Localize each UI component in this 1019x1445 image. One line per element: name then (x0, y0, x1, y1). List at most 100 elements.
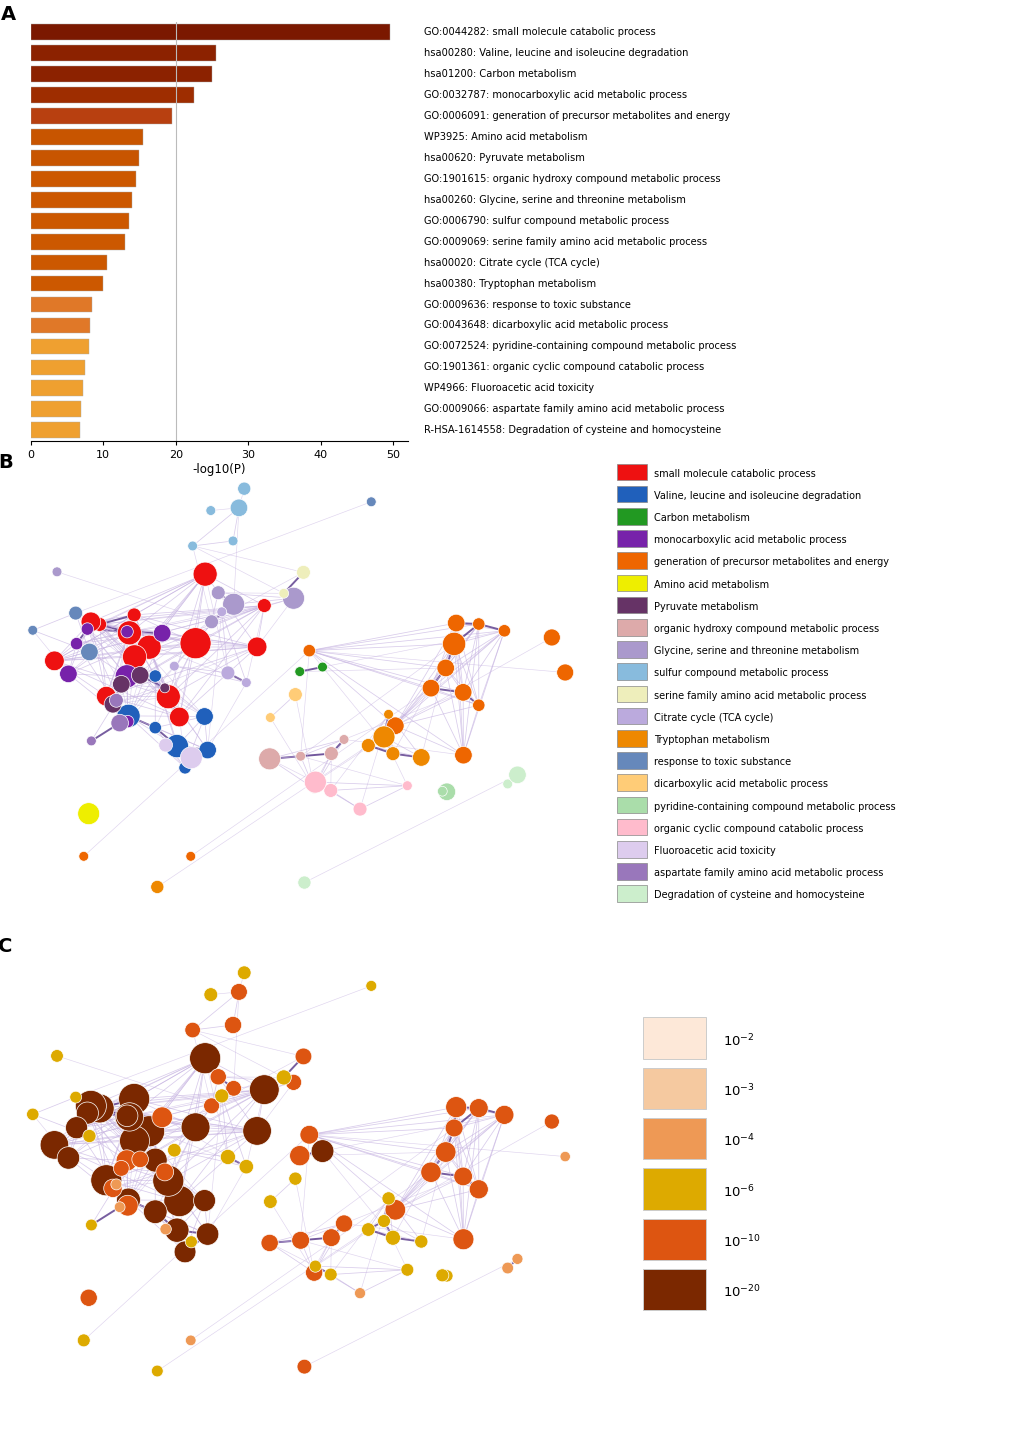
Text: hsa00380: Tryptophan metabolism: hsa00380: Tryptophan metabolism (424, 279, 595, 289)
Text: GO:0006790: sulfur compound metabolic process: GO:0006790: sulfur compound metabolic pr… (424, 215, 668, 225)
Point (49, 1045, 65, 1068)
Text: GO:0006091: generation of precursor metabolites and energy: GO:0006091: generation of precursor meta… (424, 111, 730, 121)
Point (118, 665, 135, 688)
Bar (616, 530, 646, 546)
Point (83, 1094, 99, 1117)
Point (323, 741, 339, 764)
Point (413, 746, 429, 769)
Point (413, 1230, 429, 1253)
Point (67, 601, 84, 624)
Point (81, 1286, 97, 1309)
Point (384, 1227, 400, 1250)
Point (249, 1120, 265, 1143)
Point (296, 871, 312, 894)
Point (113, 1157, 129, 1181)
Point (437, 1140, 453, 1163)
Point (235, 477, 252, 500)
Point (213, 1084, 229, 1107)
Text: Degradation of cysteine and homocysteine: Degradation of cysteine and homocysteine (654, 890, 864, 900)
Text: WP4966: Fluoroacetic acid toxicity: WP4966: Fluoroacetic acid toxicity (424, 383, 594, 393)
Point (182, 1329, 199, 1353)
Point (160, 685, 176, 708)
Point (296, 1355, 312, 1379)
Point (306, 777, 322, 801)
Point (423, 676, 439, 699)
Point (262, 707, 278, 730)
Bar (31, 192, 132, 208)
Bar (31, 402, 82, 418)
Point (171, 1189, 187, 1212)
Point (291, 1144, 308, 1168)
Point (147, 1149, 163, 1172)
Point (147, 717, 163, 740)
Point (237, 670, 254, 694)
Point (262, 1191, 278, 1214)
Point (470, 1178, 486, 1201)
Point (556, 1144, 573, 1168)
Text: pyridine-containing compound metabolic process: pyridine-containing compound metabolic p… (654, 802, 895, 812)
Point (126, 1088, 143, 1111)
Point (176, 1240, 193, 1263)
Point (230, 496, 247, 519)
Point (499, 1257, 516, 1280)
Point (46, 1133, 62, 1156)
Bar (31, 422, 79, 438)
Point (141, 636, 157, 659)
Point (105, 1176, 121, 1199)
Point (197, 1189, 213, 1212)
Point (249, 636, 265, 659)
Point (24, 1103, 41, 1126)
Text: GO:1901361: organic cyclic compound catabolic process: GO:1901361: organic cyclic compound cata… (424, 363, 704, 373)
Point (141, 1120, 157, 1143)
Point (121, 621, 138, 644)
Text: $10^{-6}$: $10^{-6}$ (722, 1183, 754, 1199)
Point (219, 1146, 235, 1169)
Text: GO:0009066: aspartate family amino acid metabolic process: GO:0009066: aspartate family amino acid … (424, 405, 723, 415)
Point (157, 1160, 173, 1183)
Text: hsa00260: Glycine, serine and threonine metabolism: hsa00260: Glycine, serine and threonine … (424, 195, 685, 205)
Point (322, 1263, 338, 1286)
Text: Tryptophan metabolism: Tryptophan metabolism (654, 736, 769, 746)
Point (157, 734, 173, 757)
Point (335, 1212, 352, 1235)
Bar (616, 685, 646, 702)
Point (352, 1282, 368, 1305)
Point (301, 1123, 317, 1146)
Point (126, 646, 143, 669)
Point (508, 1247, 525, 1270)
Point (360, 734, 376, 757)
Text: Carbon metabolism: Carbon metabolism (654, 513, 750, 523)
X-axis label: -log10(P): -log10(P) (193, 462, 246, 475)
Point (322, 779, 338, 802)
Point (454, 744, 471, 767)
Point (82, 1124, 98, 1147)
Bar (616, 753, 646, 769)
Point (375, 725, 391, 749)
Point (67, 1085, 84, 1108)
Bar (31, 129, 143, 144)
Point (147, 1201, 163, 1224)
Point (437, 656, 453, 679)
Bar (616, 552, 646, 569)
Point (131, 663, 148, 686)
Point (306, 1261, 322, 1285)
Point (291, 660, 308, 683)
Point (160, 1169, 176, 1192)
Point (380, 702, 396, 725)
Bar (643, 1118, 705, 1159)
Text: GO:0043648: dicarboxylic acid metabolic process: GO:0043648: dicarboxylic acid metabolic … (424, 321, 667, 331)
Point (224, 529, 240, 552)
Point (166, 1139, 182, 1162)
Bar (616, 663, 646, 681)
Point (352, 798, 368, 821)
Text: serine family amino acid metabolic process: serine family amino acid metabolic proce… (654, 691, 866, 701)
Point (157, 1218, 173, 1241)
Point (154, 621, 170, 644)
Point (495, 1104, 512, 1127)
Text: Valine, leucine and isoleucine degradation: Valine, leucine and isoleucine degradati… (654, 491, 861, 501)
Point (166, 655, 182, 678)
Bar (31, 25, 389, 40)
Bar (31, 150, 140, 166)
Text: generation of precursor metabolites and energy: generation of precursor metabolites and … (654, 558, 889, 568)
Text: hsa00620: Pyruvate metabolism: hsa00620: Pyruvate metabolism (424, 153, 584, 163)
